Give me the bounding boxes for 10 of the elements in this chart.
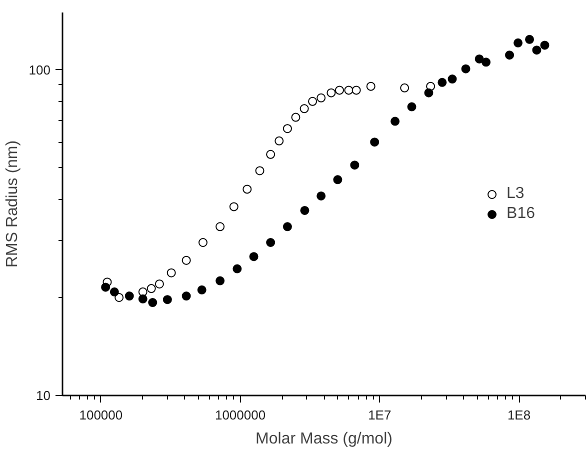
x-tick-label: 1000000	[214, 408, 266, 422]
x-axis-title: Molar Mass (g/mol)	[256, 430, 392, 448]
x-tick-label: 1E8	[507, 408, 531, 422]
y-axis-title: RMS Radius (nm)	[4, 140, 21, 268]
y-tick-label: 100	[28, 62, 51, 78]
y-tick-label: 10	[36, 388, 51, 403]
legend-label: L3	[506, 184, 526, 202]
legend-label: B16	[506, 204, 535, 222]
x-tick-label: 100000	[79, 408, 123, 422]
x-tick-label: 1E7	[368, 408, 392, 422]
